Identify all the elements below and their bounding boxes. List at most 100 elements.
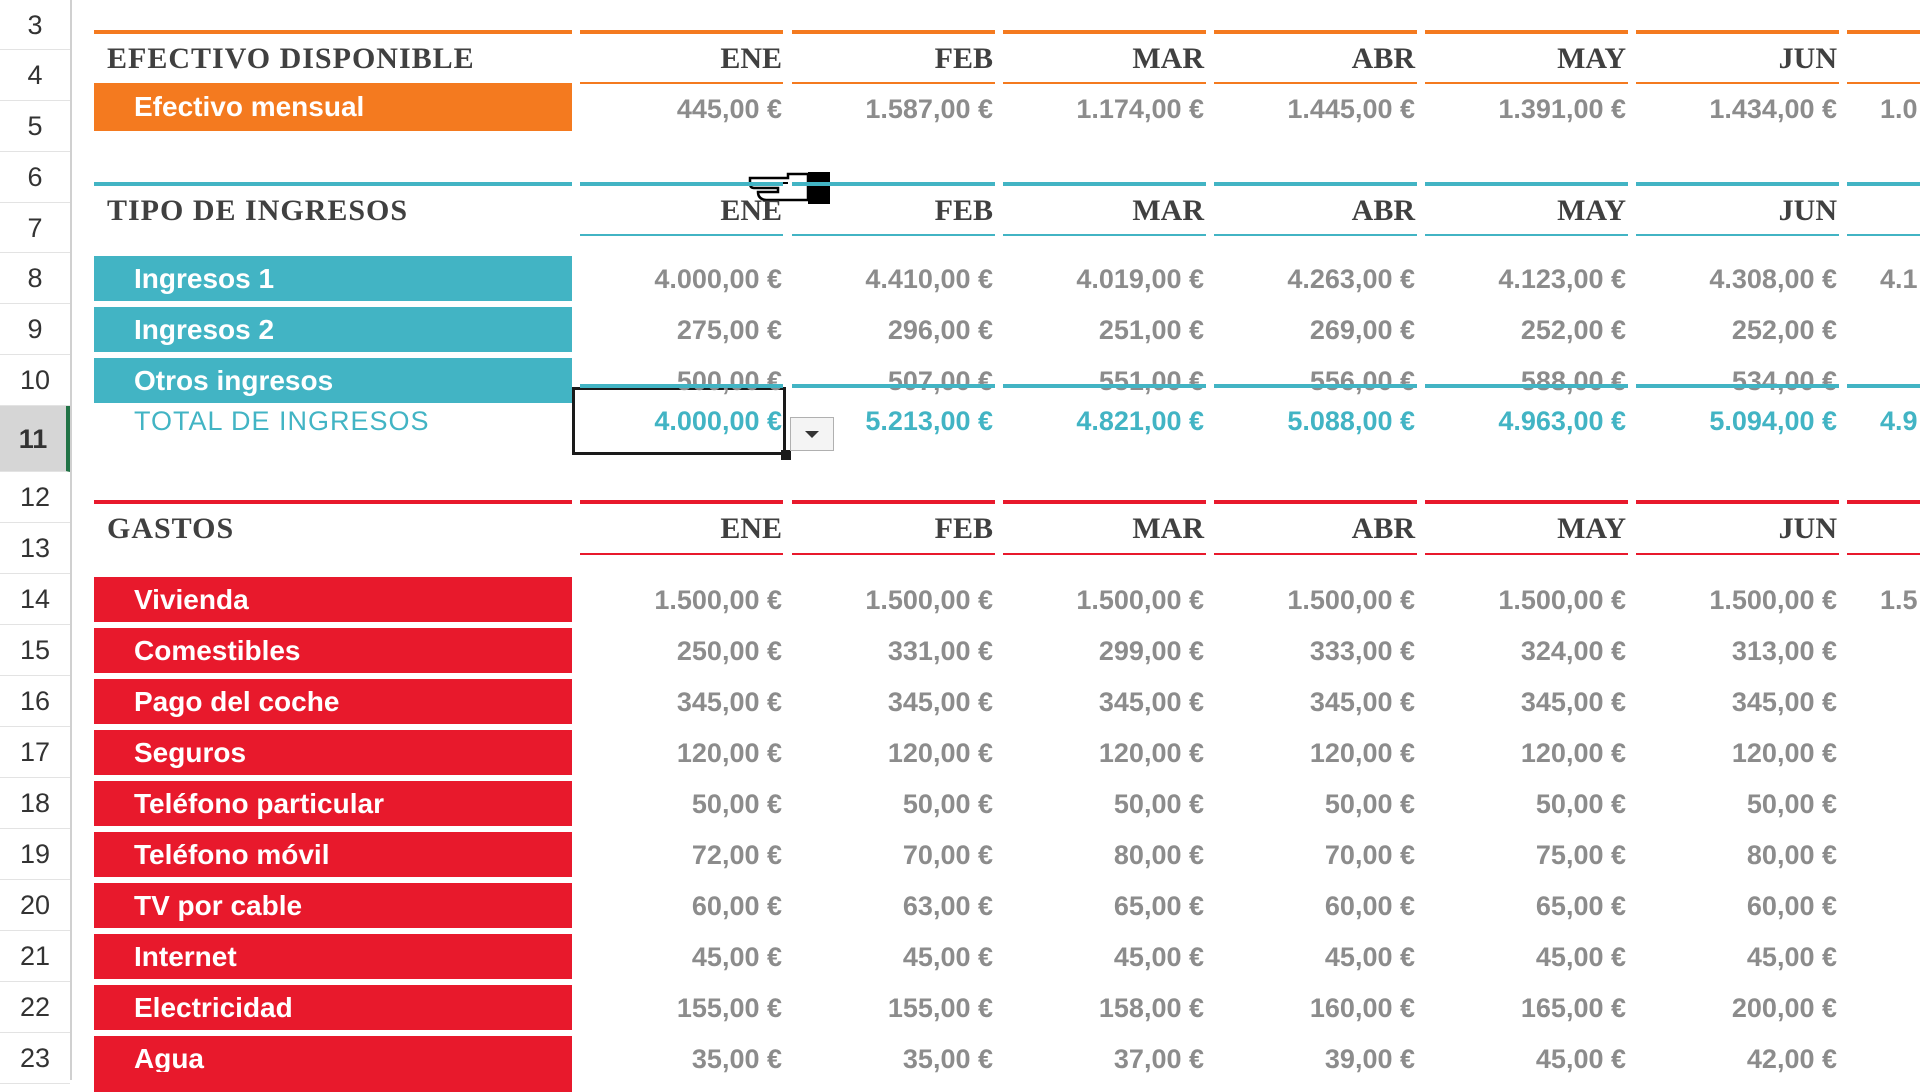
- gastos-row-cell[interactable]: 45,00 €: [691, 942, 782, 972]
- efectivo-mensual-cell[interactable]: 1.174,00 €: [1076, 94, 1204, 124]
- gastos-row-cell[interactable]: 50,00 €: [1535, 789, 1626, 819]
- gastos-row-cell[interactable]: 39,00 €: [1324, 1044, 1415, 1074]
- ingresos-row-cell[interactable]: 534,00 €: [1731, 366, 1837, 396]
- gastos-row-label[interactable]: Teléfono particular: [94, 781, 572, 826]
- row-number-9[interactable]: 9: [0, 304, 70, 355]
- gastos-row-cell[interactable]: 1.500,00 €: [1287, 585, 1415, 615]
- gastos-row-cell[interactable]: 50,00 €: [902, 789, 993, 819]
- gastos-row-cell[interactable]: 63,00 €: [902, 891, 993, 921]
- row-number-16[interactable]: 16: [0, 676, 70, 727]
- gastos-row-cell[interactable]: 345,00 €: [1731, 687, 1837, 717]
- efectivo-mensual-cell[interactable]: 445,00 €: [676, 94, 782, 124]
- gastos-row-cell[interactable]: 345,00 €: [1098, 687, 1204, 717]
- row-number-14[interactable]: 14: [0, 574, 70, 625]
- efectivo-mensual-cell[interactable]: 1.587,00 €: [865, 94, 993, 124]
- gastos-row-cell[interactable]: 120,00 €: [1309, 738, 1415, 768]
- gastos-row-cell[interactable]: 37,00 €: [1113, 1044, 1204, 1074]
- row-number-19[interactable]: 19: [0, 829, 70, 880]
- gastos-row-cell[interactable]: 50,00 €: [1324, 789, 1415, 819]
- row-number-23[interactable]: 23: [0, 1033, 70, 1084]
- row-number-10[interactable]: 10: [0, 355, 70, 406]
- ingresos-row-cell[interactable]: 296,00 €: [887, 315, 993, 345]
- efectivo-mensual-cell[interactable]: 1.391,00 €: [1498, 94, 1626, 124]
- gastos-row-cell[interactable]: 1.500,00 €: [654, 585, 782, 615]
- gastos-row-cell[interactable]: 65,00 €: [1113, 891, 1204, 921]
- ingresos-row-label[interactable]: Ingresos 2: [94, 307, 572, 352]
- gastos-row-cell[interactable]: 1.500,00 €: [1076, 585, 1204, 615]
- row-number-5[interactable]: 5: [0, 101, 70, 152]
- ingresos-row-cell[interactable]: 269,00 €: [1309, 315, 1415, 345]
- ingresos-row-cell[interactable]: 4.410,00 €: [865, 264, 993, 294]
- gastos-row-cell[interactable]: 333,00 €: [1309, 636, 1415, 666]
- gastos-row-cell[interactable]: 324,00 €: [1520, 636, 1626, 666]
- total-ingresos-cell[interactable]: 4.821,00 €: [1076, 406, 1204, 436]
- total-ingresos-cell[interactable]: 5.088,00 €: [1287, 406, 1415, 436]
- ingresos-row-cell[interactable]: 252,00 €: [1520, 315, 1626, 345]
- ingresos-row-cell[interactable]: 4.019,00 €: [1076, 264, 1204, 294]
- ingresos-row-cell[interactable]: 588,00 €: [1520, 366, 1626, 396]
- total-ingresos-cell[interactable]: 4.000,00 €: [654, 406, 782, 436]
- gastos-row-cell[interactable]: 60,00 €: [1324, 891, 1415, 921]
- gastos-row-cell[interactable]: 120,00 €: [676, 738, 782, 768]
- gastos-row-cell[interactable]: 345,00 €: [887, 687, 993, 717]
- ingresos-row-cell[interactable]: 551,00 €: [1098, 366, 1204, 396]
- gastos-row-cell[interactable]: 70,00 €: [902, 840, 993, 870]
- ingresos-row-label[interactable]: Ingresos 1: [94, 256, 572, 301]
- gastos-row-cell[interactable]: 345,00 €: [1309, 687, 1415, 717]
- row-number-17[interactable]: 17: [0, 727, 70, 778]
- gastos-row-cell[interactable]: 120,00 €: [887, 738, 993, 768]
- gastos-row-cell[interactable]: 50,00 €: [1113, 789, 1204, 819]
- gastos-row-cell[interactable]: 45,00 €: [1113, 942, 1204, 972]
- row-number-6[interactable]: 6: [0, 152, 70, 203]
- gastos-row-label[interactable]: Teléfono móvil: [94, 832, 572, 877]
- ingresos-row-cell[interactable]: 252,00 €: [1731, 315, 1837, 345]
- row-number-21[interactable]: 21: [0, 931, 70, 982]
- autofill-options-button[interactable]: [790, 417, 834, 451]
- gastos-row-cell[interactable]: 313,00 €: [1731, 636, 1837, 666]
- gastos-row-cell[interactable]: 1.500,00 €: [1709, 585, 1837, 615]
- gastos-row-cell[interactable]: 165,00 €: [1520, 993, 1626, 1023]
- gastos-row-label[interactable]: Vivienda: [94, 577, 572, 622]
- gastos-row-cell[interactable]: 45,00 €: [1535, 1044, 1626, 1074]
- gastos-row-label[interactable]: Internet: [94, 934, 572, 979]
- gastos-row-cell[interactable]: 50,00 €: [691, 789, 782, 819]
- gastos-row-label[interactable]: Electricidad: [94, 985, 572, 1030]
- row-number-3[interactable]: 3: [0, 0, 70, 50]
- gastos-row-cell[interactable]: 250,00 €: [676, 636, 782, 666]
- row-number-22[interactable]: 22: [0, 982, 70, 1033]
- gastos-row-cell[interactable]: 345,00 €: [676, 687, 782, 717]
- gastos-row-cell[interactable]: 155,00 €: [887, 993, 993, 1023]
- row-number-20[interactable]: 20: [0, 880, 70, 931]
- ingresos-row-cell[interactable]: 507,00 €: [887, 366, 993, 396]
- gastos-row-cell[interactable]: 80,00 €: [1746, 840, 1837, 870]
- gastos-row-cell[interactable]: 72,00 €: [691, 840, 782, 870]
- ingresos-row-cell[interactable]: 4.263,00 €: [1287, 264, 1415, 294]
- row-number-8[interactable]: 8: [0, 253, 70, 304]
- ingresos-row-cell[interactable]: 275,00 €: [676, 315, 782, 345]
- gastos-row-cell[interactable]: 60,00 €: [691, 891, 782, 921]
- ingresos-row-cell[interactable]: 4.123,00 €: [1498, 264, 1626, 294]
- gastos-row-cell[interactable]: 1.500,00 €: [865, 585, 993, 615]
- total-ingresos-cell[interactable]: 4.963,00 €: [1498, 406, 1626, 436]
- ingresos-row-cell[interactable]: 4.000,00 €: [654, 264, 782, 294]
- gastos-row-cell[interactable]: 45,00 €: [1324, 942, 1415, 972]
- gastos-row-cell[interactable]: 299,00 €: [1098, 636, 1204, 666]
- row-number-15[interactable]: 15: [0, 625, 70, 676]
- gastos-row-cell[interactable]: 120,00 €: [1098, 738, 1204, 768]
- gastos-row-cell[interactable]: 35,00 €: [691, 1044, 782, 1074]
- gastos-row-cell[interactable]: 120,00 €: [1731, 738, 1837, 768]
- gastos-row-label[interactable]: Comestibles: [94, 628, 572, 673]
- gastos-row-cell[interactable]: 331,00 €: [887, 636, 993, 666]
- gastos-row-cell[interactable]: 158,00 €: [1098, 993, 1204, 1023]
- ingresos-row-cell[interactable]: 4.308,00 €: [1709, 264, 1837, 294]
- gastos-row-cell[interactable]: 160,00 €: [1309, 993, 1415, 1023]
- gastos-row-cell[interactable]: 345,00 €: [1520, 687, 1626, 717]
- gastos-row-cell[interactable]: 50,00 €: [1746, 789, 1837, 819]
- gastos-row-cell[interactable]: 60,00 €: [1746, 891, 1837, 921]
- ingresos-row-cell[interactable]: 500,00 €: [676, 366, 782, 396]
- ingresos-row-cell[interactable]: 251,00 €: [1098, 315, 1204, 345]
- row-number-13[interactable]: 13: [0, 523, 70, 574]
- ingresos-row-label[interactable]: Otros ingresos: [94, 358, 572, 403]
- gastos-row-cell[interactable]: 35,00 €: [902, 1044, 993, 1074]
- gastos-row-cell[interactable]: 65,00 €: [1535, 891, 1626, 921]
